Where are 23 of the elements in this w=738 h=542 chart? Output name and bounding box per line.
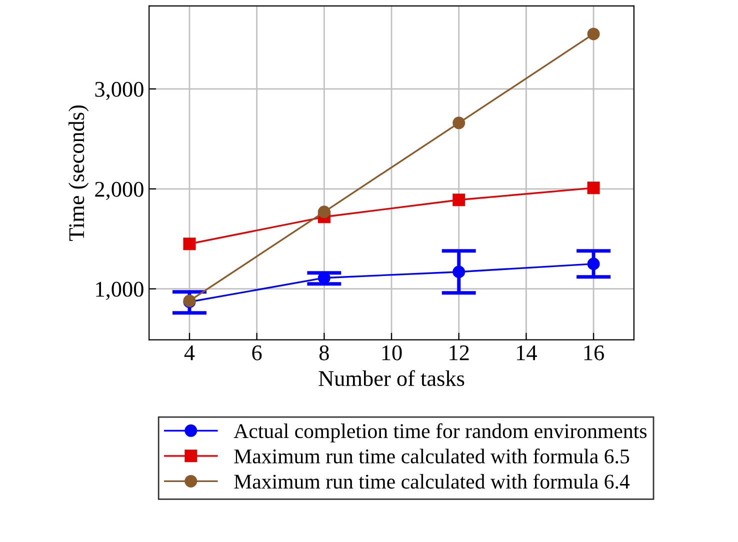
point: [452, 194, 466, 206]
legend-label: Actual completion time for random environments: [234, 423, 647, 442]
y-tick-label: 3,000: [95, 82, 144, 100]
legend-label: Maximum run time calculated with formula 6.5: [234, 448, 630, 464]
x-tick-label: 6: [252, 345, 262, 360]
x-tick-label: 12: [450, 345, 469, 360]
point: [452, 116, 466, 130]
y-axis-title: Time (seconds): [68, 105, 89, 241]
point: [587, 258, 600, 270]
x-tick-label: 16: [584, 345, 604, 360]
point: [587, 182, 600, 194]
x-tick-label: 4: [184, 345, 195, 360]
point: [318, 206, 330, 218]
x-tick-label: 10: [382, 345, 402, 360]
x-axis-title: Number of tasks: [318, 370, 464, 386]
point: [587, 28, 600, 40]
x-tick-label: 14: [517, 345, 537, 360]
point: [183, 238, 196, 250]
legend-label: Maximum run time calculated with formula 6.4: [234, 474, 630, 489]
y-tick-label: 1,000: [96, 282, 144, 300]
point: [452, 266, 466, 278]
x-tick-label: 8: [319, 345, 329, 360]
y-tick-label: 2,000: [95, 182, 144, 200]
